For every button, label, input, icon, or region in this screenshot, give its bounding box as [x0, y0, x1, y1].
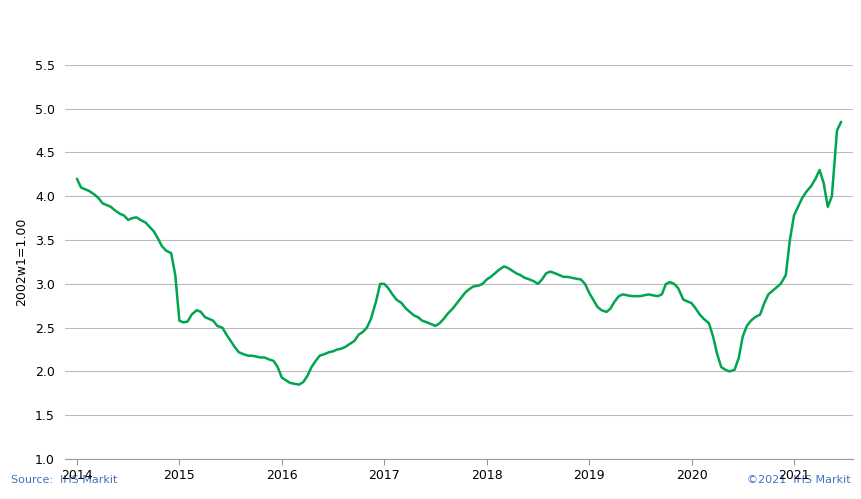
Text: ©2021  IHS Markit: ©2021 IHS Markit — [746, 475, 850, 485]
Text: Source:  IHS Markit: Source: IHS Markit — [11, 475, 117, 485]
Text: IHS Markit Materials  Price Index: IHS Markit Materials Price Index — [11, 22, 344, 40]
Y-axis label: 2002w1=1.00: 2002w1=1.00 — [15, 218, 28, 306]
